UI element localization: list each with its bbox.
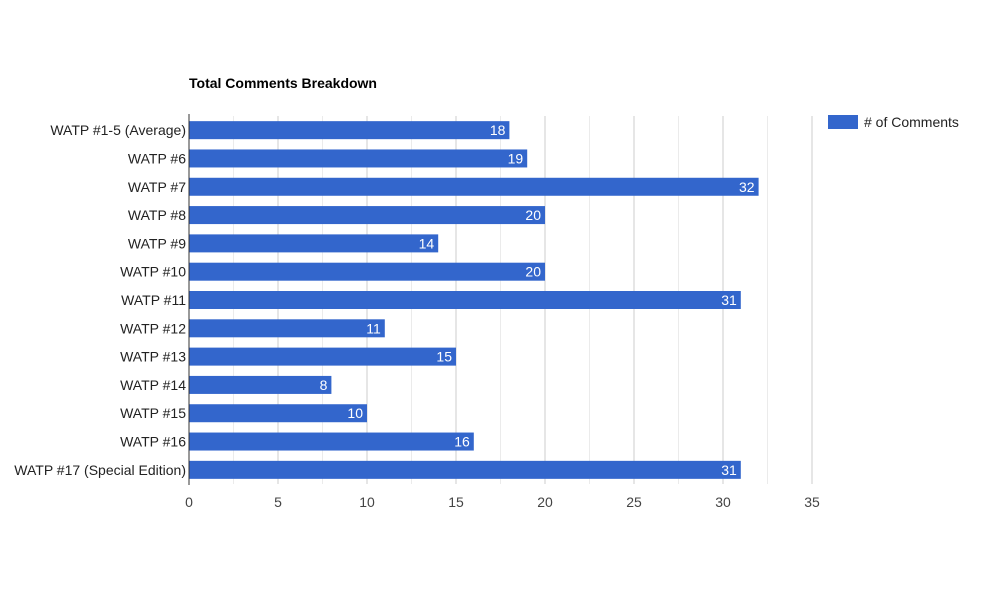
x-tick-label: 25 (626, 494, 642, 510)
bar[interactable] (189, 121, 510, 140)
category-label: WATP #16 (120, 434, 186, 450)
data-label: 31 (721, 292, 737, 308)
x-tick-label: 10 (359, 494, 375, 510)
category-label: WATP #6 (128, 150, 186, 166)
bar[interactable] (189, 177, 759, 196)
category-label: WATP #8 (128, 207, 186, 223)
legend-swatch (828, 115, 858, 129)
bar[interactable] (189, 234, 439, 253)
data-label: 20 (525, 264, 541, 280)
bar[interactable] (189, 460, 741, 479)
category-label: WATP #13 (120, 349, 186, 365)
data-label: 8 (320, 377, 328, 393)
chart-title: Total Comments Breakdown (189, 75, 377, 91)
category-label: WATP #15 (120, 405, 186, 421)
bar[interactable] (189, 262, 545, 281)
x-tick-label: 5 (274, 494, 282, 510)
legend-label: # of Comments (864, 114, 959, 130)
axes: 0 5 10 15 20 25 30 35 WATP #1-5 (Average) WATP #6… (14, 114, 820, 510)
bar[interactable] (189, 404, 367, 423)
bar[interactable] (189, 149, 528, 168)
bar[interactable] (189, 319, 385, 338)
bar[interactable] (189, 206, 545, 225)
x-tick-label: 15 (448, 494, 464, 510)
data-label: 18 (490, 122, 506, 138)
category-label: WATP #11 (121, 292, 186, 308)
bar[interactable] (189, 347, 456, 366)
legend: # of Comments (828, 114, 959, 130)
x-tick-label: 0 (185, 494, 193, 510)
category-label: WATP #10 (120, 264, 186, 280)
data-label: 31 (721, 462, 737, 478)
data-label: 15 (436, 349, 452, 365)
category-label: WATP #9 (128, 235, 186, 251)
data-label: 32 (739, 179, 755, 195)
bar[interactable] (189, 375, 332, 394)
data-label: 19 (508, 150, 524, 166)
bars (189, 121, 759, 479)
data-label: 11 (366, 320, 381, 336)
x-tick-label: 35 (804, 494, 820, 510)
data-label: 14 (419, 235, 435, 251)
category-label: WATP #1-5 (Average) (50, 122, 186, 138)
category-label: WATP #7 (128, 179, 186, 195)
bar[interactable] (189, 291, 741, 309)
bar[interactable] (189, 432, 474, 451)
data-label: 20 (525, 207, 541, 223)
category-label: WATP #14 (120, 377, 186, 393)
data-label: 10 (347, 405, 363, 421)
category-label: WATP #17 (Special Edition) (14, 462, 186, 478)
x-tick-label: 20 (537, 494, 553, 510)
x-tick-label: 30 (715, 494, 731, 510)
data-label: 16 (454, 434, 470, 450)
category-label: WATP #12 (120, 320, 186, 336)
